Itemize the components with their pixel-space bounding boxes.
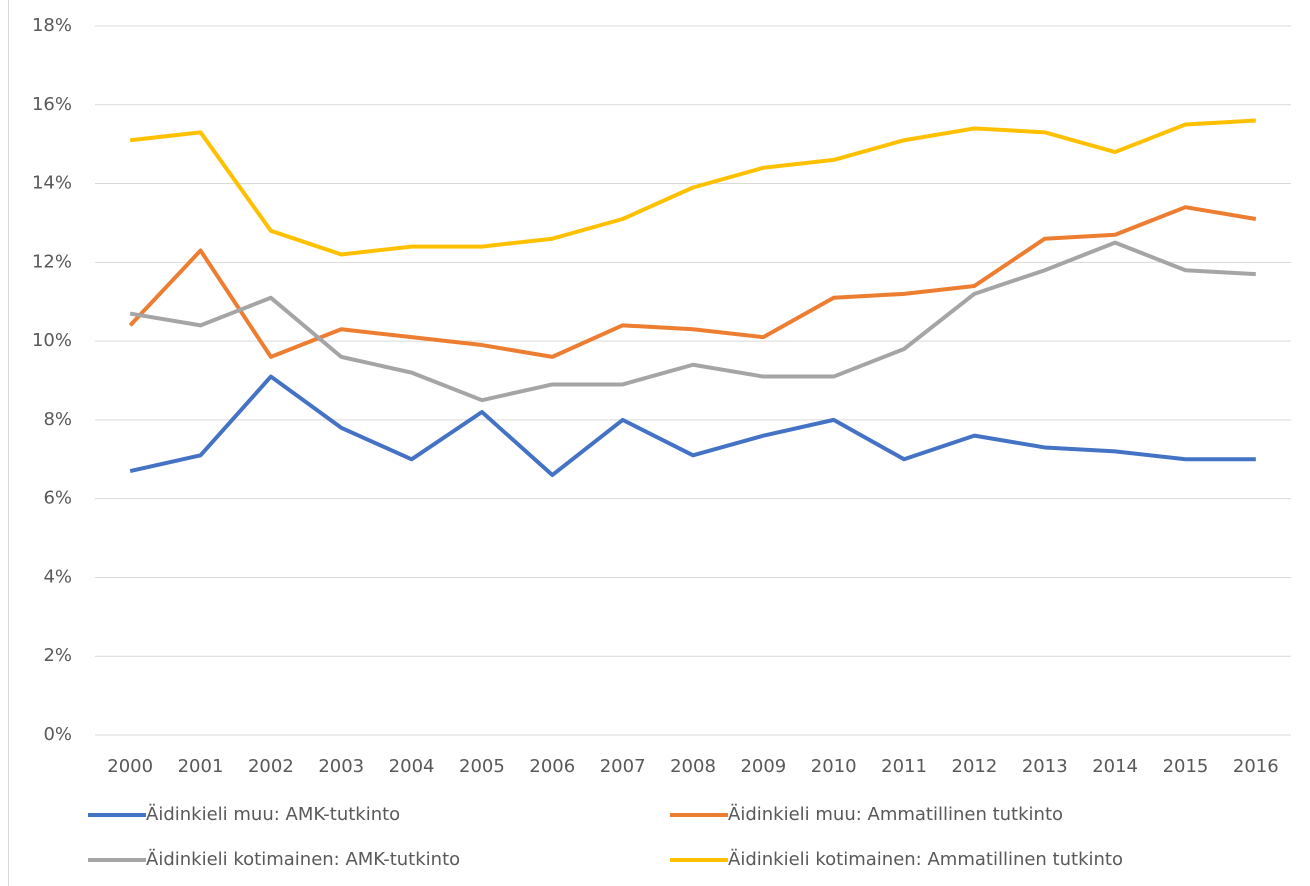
x-tick-label: 2013 (1022, 756, 1068, 777)
y-tick-label: 16% (32, 94, 72, 115)
series-line (129, 118, 1256, 257)
y-tick-label: 4% (43, 566, 72, 587)
x-tick-label: 2010 (811, 756, 857, 777)
x-tick-label: 2008 (670, 756, 716, 777)
y-tick-label: 12% (32, 251, 72, 272)
x-tick-label: 2002 (248, 756, 294, 777)
y-tick-label: 14% (32, 173, 72, 194)
x-tick-label: 2001 (178, 756, 224, 777)
x-tick-label: 2016 (1233, 756, 1279, 777)
series-line (129, 240, 1256, 403)
x-tick-label: 2003 (318, 756, 364, 777)
x-tick-label: 2009 (740, 756, 786, 777)
legend-label: Äidinkieli kotimainen: Ammatillinen tutk… (728, 849, 1123, 870)
y-tick-label: 2% (43, 645, 72, 666)
x-tick-label: 2000 (107, 756, 153, 777)
legend-label: Äidinkieli kotimainen: AMK-tutkinto (146, 849, 460, 870)
y-tick-label: 10% (32, 330, 72, 351)
y-tick-label: 0% (43, 724, 72, 745)
series-line (128, 205, 1257, 359)
x-tick-label: 2011 (881, 756, 927, 777)
x-tick-label: 2015 (1163, 756, 1209, 777)
legend-label: Äidinkieli muu: Ammatillinen tutkinto (728, 804, 1063, 825)
series-line (129, 374, 1256, 478)
x-tick-label: 2012 (952, 756, 998, 777)
x-tick-label: 2006 (529, 756, 575, 777)
x-tick-label: 2007 (600, 756, 646, 777)
x-tick-label: 2004 (389, 756, 435, 777)
y-tick-label: 18% (32, 15, 72, 36)
y-tick-label: 8% (43, 409, 72, 430)
x-tick-label: 2014 (1092, 756, 1138, 777)
y-tick-label: 6% (43, 488, 72, 509)
legend-label: Äidinkieli muu: AMK-tutkinto (146, 804, 400, 825)
x-tick-label: 2005 (459, 756, 505, 777)
